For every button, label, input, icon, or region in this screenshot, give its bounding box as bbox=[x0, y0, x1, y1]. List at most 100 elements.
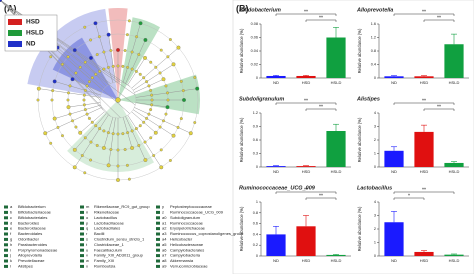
node bbox=[171, 62, 176, 67]
node bbox=[89, 158, 93, 162]
node bbox=[168, 159, 172, 162]
taxa-key: q bbox=[86, 226, 88, 231]
node bbox=[106, 163, 111, 168]
node bbox=[130, 67, 134, 71]
node bbox=[179, 79, 183, 83]
node bbox=[61, 134, 64, 138]
node bbox=[154, 65, 158, 69]
x-tick-label: HSLD bbox=[449, 80, 460, 85]
node bbox=[116, 48, 120, 52]
node bbox=[143, 158, 148, 162]
taxa-swatch bbox=[156, 210, 160, 214]
node bbox=[126, 65, 130, 69]
taxa-swatch bbox=[80, 227, 84, 231]
node bbox=[83, 60, 87, 64]
node bbox=[97, 35, 101, 39]
node bbox=[78, 130, 83, 135]
significance-bracket bbox=[275, 102, 337, 105]
branch bbox=[125, 116, 146, 161]
y-tick-label: 2 bbox=[374, 227, 376, 231]
node bbox=[111, 132, 115, 136]
taxa-name: Lactobacillaceae bbox=[94, 220, 125, 225]
taxa-swatch bbox=[80, 205, 84, 209]
significance-label: ** bbox=[437, 104, 441, 110]
taxa-swatch bbox=[4, 264, 8, 268]
node bbox=[181, 89, 185, 93]
node bbox=[147, 84, 151, 88]
bar bbox=[384, 150, 404, 167]
taxa-name: Clostridium_sensu_stricto_1 bbox=[94, 236, 145, 241]
taxa-name: Rikenellaceae bbox=[94, 209, 120, 214]
taxa-name: Bacteroidales bbox=[18, 231, 42, 236]
node bbox=[121, 64, 125, 68]
chart-title: Ruminococcaceae_UCG_009 bbox=[239, 185, 316, 191]
taxa-key: e bbox=[10, 226, 13, 231]
significance-label: ** bbox=[422, 98, 426, 104]
node bbox=[138, 21, 143, 26]
node bbox=[94, 72, 98, 76]
node bbox=[127, 177, 131, 181]
clade-shade bbox=[52, 37, 119, 100]
y-tick-label: 0 bbox=[256, 165, 258, 169]
clade-shade bbox=[27, 8, 118, 100]
taxa-name: Faecalibaculum bbox=[94, 247, 123, 252]
node bbox=[150, 93, 154, 97]
y-tick-label: 0.2 bbox=[253, 243, 258, 247]
legend-label: HSD bbox=[26, 19, 40, 26]
taxa-name: Porphyromonadaceae bbox=[18, 247, 58, 252]
taxa-name: Odoribacter bbox=[18, 236, 40, 241]
node bbox=[98, 69, 102, 73]
y-axis-label: Relative abundance (%) bbox=[239, 206, 244, 251]
node bbox=[142, 120, 146, 124]
x-tick-label: HSLD bbox=[331, 258, 342, 263]
panel-border bbox=[232, 0, 474, 274]
significance-label: * bbox=[408, 193, 410, 199]
node bbox=[127, 19, 131, 23]
bar bbox=[326, 131, 346, 167]
y-tick-label: 0.6 bbox=[253, 138, 258, 142]
taxa-name: Akkermansia bbox=[170, 258, 194, 263]
taxa-name: Clostridiaceae_1 bbox=[94, 242, 125, 247]
taxa-key: b bbox=[10, 209, 13, 214]
y-tick-label: 0.4 bbox=[253, 232, 258, 236]
node bbox=[116, 148, 120, 152]
taxa-key: a6 bbox=[162, 247, 167, 252]
node bbox=[74, 125, 78, 129]
node bbox=[135, 35, 139, 39]
branch bbox=[108, 34, 116, 83]
x-tick-label: ND bbox=[391, 258, 397, 263]
node bbox=[130, 129, 134, 133]
node bbox=[56, 125, 60, 129]
node bbox=[109, 148, 113, 151]
significance-bracket bbox=[423, 19, 455, 22]
node bbox=[138, 72, 142, 76]
taxa-name: Campylobacterales bbox=[170, 247, 204, 252]
x-tick-label: ND bbox=[273, 169, 279, 174]
taxa-name: Alistipes bbox=[18, 263, 33, 268]
node bbox=[121, 132, 125, 136]
taxa-swatch bbox=[156, 264, 160, 268]
y-tick-label: 0.02 bbox=[251, 63, 258, 67]
legend-swatch bbox=[8, 19, 22, 25]
node bbox=[89, 38, 93, 42]
taxa-key: j bbox=[9, 253, 11, 258]
node bbox=[159, 148, 163, 152]
branch bbox=[54, 81, 101, 96]
node bbox=[171, 133, 176, 138]
node bbox=[43, 131, 48, 136]
node bbox=[134, 69, 138, 73]
taxa-swatch bbox=[80, 221, 84, 225]
node bbox=[102, 129, 106, 133]
significance-bracket bbox=[393, 13, 455, 16]
x-tick-label: HSD bbox=[420, 169, 429, 174]
taxa-key: l bbox=[10, 263, 11, 268]
y-tick-label: 0.9 bbox=[253, 125, 258, 129]
node bbox=[193, 121, 197, 124]
node bbox=[126, 131, 130, 135]
taxa-swatch bbox=[156, 232, 160, 236]
node bbox=[94, 124, 98, 128]
y-tick-label: 0.4 bbox=[371, 63, 376, 67]
node bbox=[83, 25, 87, 29]
y-tick-label: 3 bbox=[374, 125, 376, 129]
